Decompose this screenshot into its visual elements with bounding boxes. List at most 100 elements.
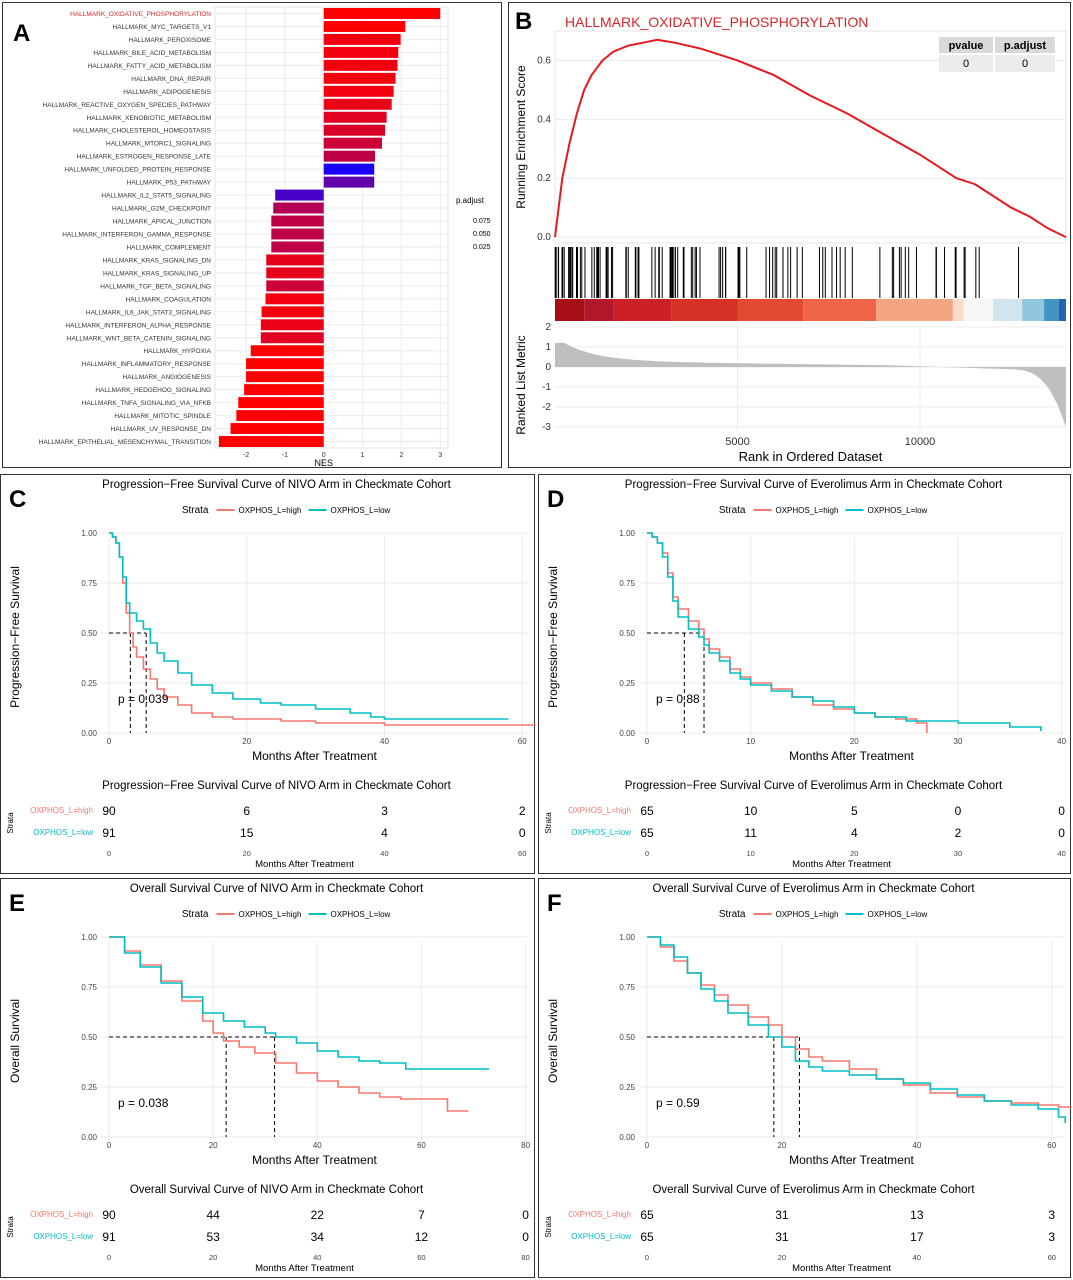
nes-bar: [266, 280, 324, 292]
rank-heat-band: [671, 299, 738, 321]
risk-count-low: 15: [240, 826, 254, 840]
nes-bar: [323, 8, 441, 19]
p-value-label: p = 0.039: [118, 692, 169, 706]
x-tick-label: 60: [518, 737, 527, 746]
metric-tick-label: 0: [545, 362, 551, 373]
x-axis-label: Rank in Ordered Dataset: [739, 449, 883, 464]
risk-row-label-low: OXPHOS_L=low: [571, 1232, 631, 1241]
risk-strata-axis: Strata: [544, 812, 553, 834]
risk-strata-axis: Strata: [6, 1216, 15, 1238]
category-label: HALLMARK_COAGULATION: [126, 296, 212, 303]
risk-count-low: 4: [381, 826, 388, 840]
risk-x-tick: 40: [380, 849, 388, 858]
x-tick-label: 40: [313, 1141, 322, 1150]
p-value-label: p = 0.88: [656, 692, 700, 706]
risk-count-low: 65: [640, 826, 654, 840]
es-tick-label: 0.4: [537, 114, 551, 125]
strata-label: Strata: [182, 909, 209, 920]
rank-heat-band: [803, 299, 877, 321]
rank-heat-band: [737, 299, 804, 321]
panel-c: C Progression−Free Survival Curve of NIVO…: [0, 474, 536, 874]
category-label: HALLMARK_BILE_ACID_METABOLISM: [93, 50, 211, 57]
x-axis-label: Months After Treatment: [789, 749, 914, 763]
x-tick-label: 20: [850, 737, 859, 746]
rank-heat-band: [876, 299, 953, 321]
panel-b: B HALLMARK_OXIDATIVE_PHOSPHORYLATION 0.0 0.…: [508, 2, 1071, 468]
risk-count-low: 65: [640, 1230, 654, 1244]
nes-bar: [271, 228, 324, 240]
survival-curve-low: [647, 532, 1042, 731]
x-axis-label: NES: [314, 458, 333, 468]
nes-bar: [323, 72, 396, 84]
x-tick-label: 40: [1057, 737, 1066, 746]
es-tick-label: 0.6: [537, 55, 551, 66]
es-tick-label: 0.0: [537, 232, 551, 243]
risk-x-label: Months After Treatment: [792, 859, 891, 870]
x-tick-label: 20: [242, 737, 251, 746]
nes-bar: [265, 293, 324, 305]
risk-x-tick: 0: [107, 849, 111, 858]
y-tick-label: 0.50: [81, 1033, 97, 1042]
risk-count-high: 5: [851, 804, 858, 818]
risk-count-low: 12: [415, 1230, 429, 1244]
table-header-cell: [995, 37, 1055, 53]
plot-area: [101, 537, 528, 737]
y-tick-label: 0.50: [81, 629, 97, 638]
metric-tick-label: 2: [545, 322, 551, 333]
x-tick-label: 60: [417, 1141, 426, 1150]
legend-label-high: OXPHOS_L=high: [776, 910, 839, 919]
x-tick-label: 5000: [725, 436, 749, 448]
panel-letter: D: [547, 486, 564, 513]
category-label: HALLMARK_TGF_BETA_SIGNALING: [100, 283, 211, 290]
nes-bar: [250, 345, 324, 357]
risk-x-tick: 20: [243, 849, 251, 858]
nes-bar: [275, 189, 324, 201]
nes-bar: [271, 215, 324, 227]
risk-x-label: Months After Treatment: [255, 1263, 354, 1274]
legend-label-high: OXPHOS_L=high: [239, 910, 302, 919]
risk-count-low: 17: [910, 1230, 924, 1244]
risk-x-tick: 0: [645, 849, 649, 858]
rank-heat-band: [993, 299, 1023, 321]
y-tick-label: 0.25: [81, 679, 97, 688]
category-label: HALLMARK_PEROXISOME: [129, 37, 212, 44]
category-label: HALLMARK_G2M_CHECKPOINT: [112, 206, 211, 213]
category-label: HALLMARK_CHOLESTEROL_HOMEOSTASIS: [73, 128, 212, 135]
table-value: 0: [1022, 58, 1028, 70]
risk-count-low: 91: [102, 826, 116, 840]
nes-bar: [230, 423, 324, 435]
x-tick-label: 40: [380, 737, 389, 746]
nes-bar: [323, 59, 398, 71]
y-tick-label: 0.50: [619, 629, 635, 638]
risk-count-low: 4: [851, 826, 858, 840]
table-value-cell: [939, 55, 993, 72]
legend-label-high: OXPHOS_L=high: [239, 506, 302, 515]
y-tick-label: 0.00: [81, 729, 97, 738]
category-label: HALLMARK_XENOBIOTIC_METABOLISM: [87, 115, 212, 122]
legend-label-low: OXPHOS_L=low: [331, 910, 391, 919]
gsea-title: HALLMARK_OXIDATIVE_PHOSPHORYLATION: [565, 14, 868, 30]
nes-bar: [323, 33, 401, 45]
risk-count-low: 91: [102, 1230, 116, 1244]
risk-x-tick: 20: [850, 849, 858, 858]
risk-count-low: 53: [206, 1230, 220, 1244]
nes-bar-chart: A -2 -1 0 1 2 3 HALLMARK_OXIDATIVE_PHOSPHORYLAT…: [13, 6, 491, 468]
x-tick-label: 60: [1047, 1141, 1056, 1150]
risk-row-label-low: OXPHOS_L=low: [33, 1232, 93, 1241]
category-label: HALLMARK_HYPOXIA: [143, 348, 211, 355]
table-value: 0: [963, 58, 969, 70]
y-tick-label: 0.75: [81, 983, 97, 992]
risk-x-tick: 40: [1057, 849, 1065, 858]
strata-label: Strata: [719, 505, 746, 516]
risk-x-tick: 20: [778, 1253, 786, 1262]
nes-bar: [266, 267, 324, 279]
risk-x-tick: 60: [518, 849, 526, 858]
nes-bar: [323, 20, 406, 32]
legend-tick: 0.050: [473, 231, 491, 238]
metric-tick-label: -1: [542, 382, 551, 393]
nes-bar: [323, 150, 375, 162]
nes-bar: [323, 137, 382, 149]
nes-bar: [238, 397, 324, 409]
risk-x-tick: 0: [107, 1253, 111, 1262]
risk-count-low: 0: [522, 1230, 529, 1244]
